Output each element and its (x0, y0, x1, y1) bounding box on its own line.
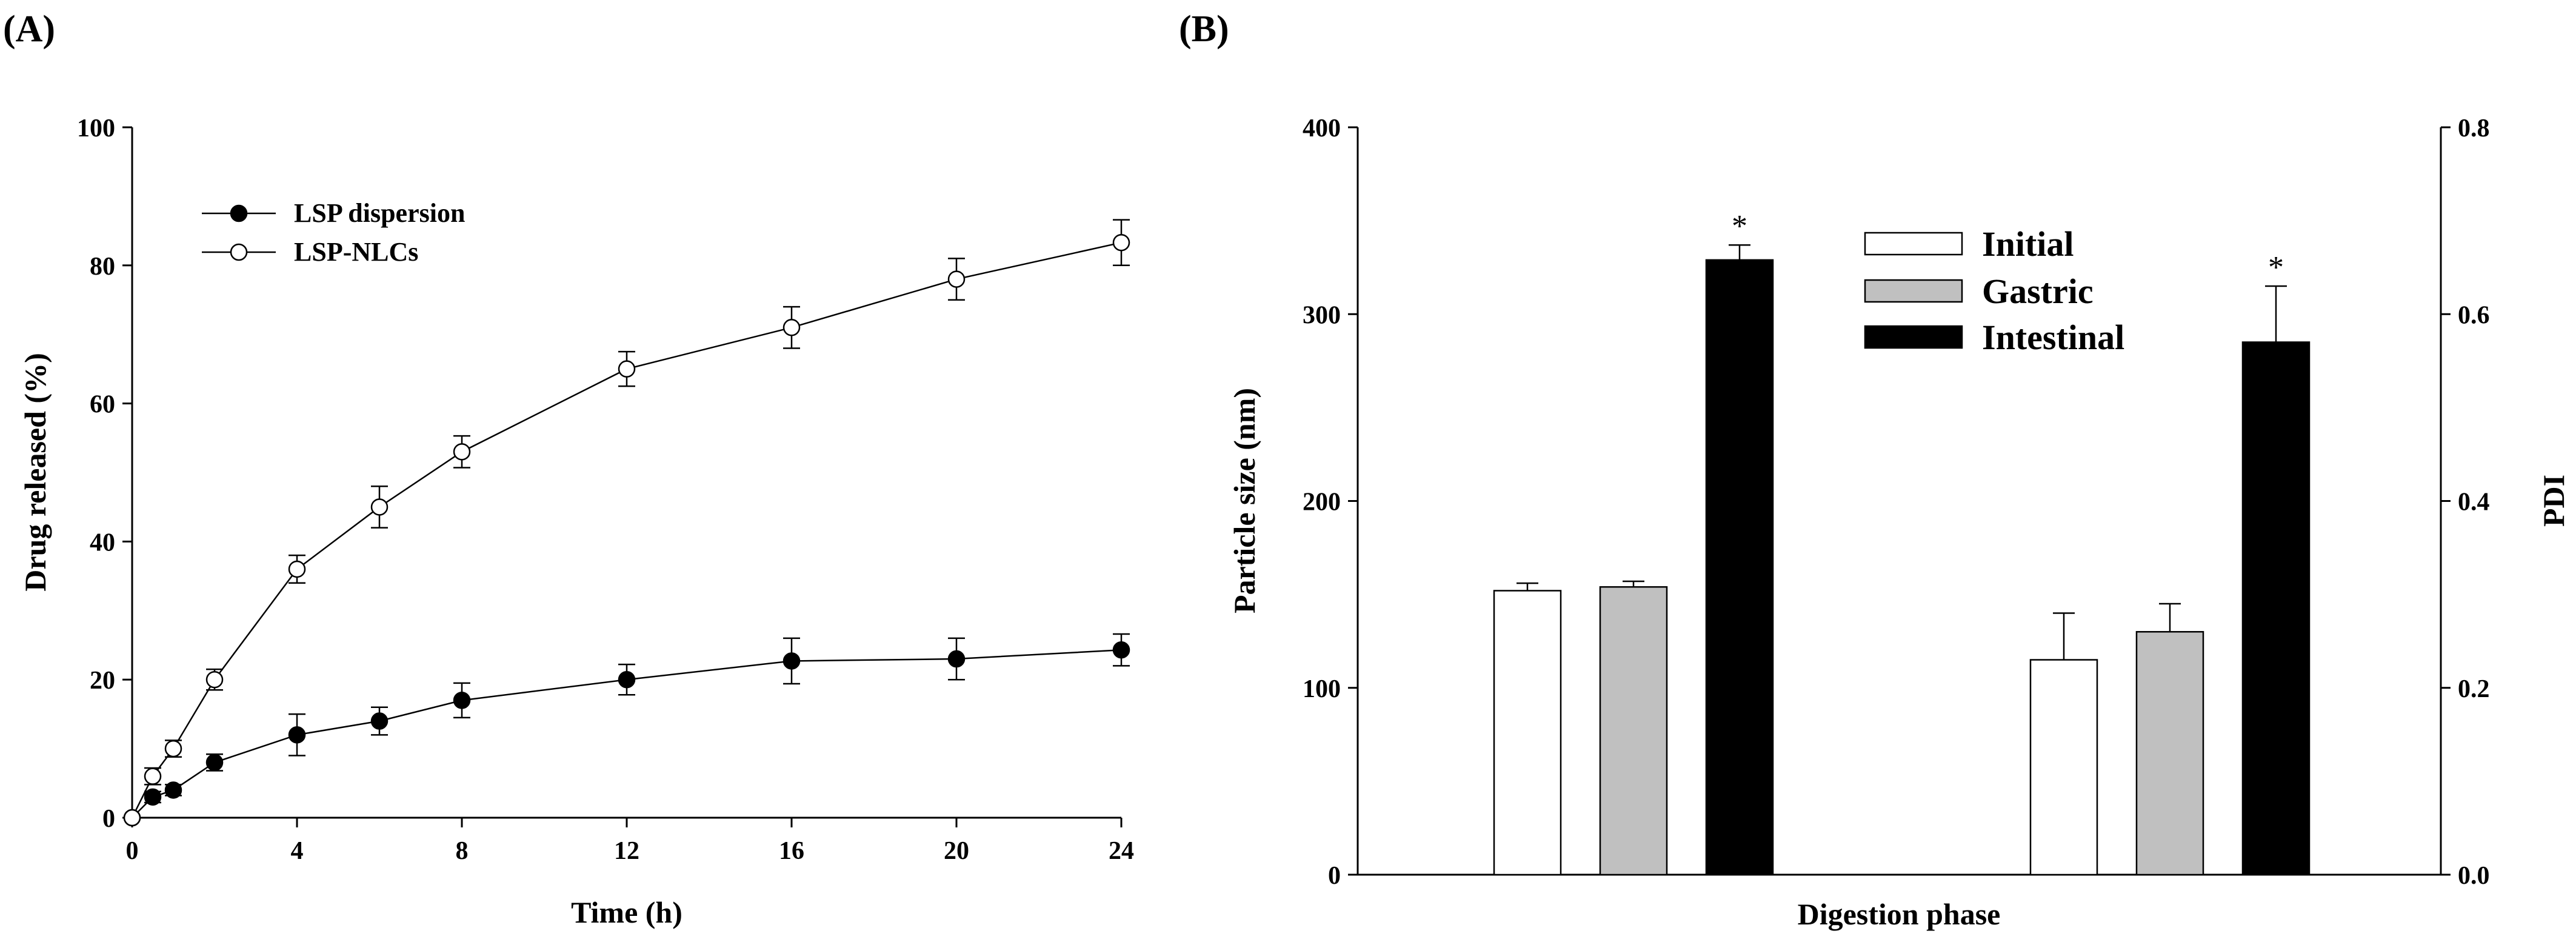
data-point-lsp-nlcs (164, 740, 182, 758)
data-point-lsp-nlcs (144, 767, 162, 785)
legend-label-lsp-nlcs: LSP-NLCs (294, 237, 418, 267)
panel-a-line-chart: (A) 0 20 40 60 80 100 0 4 8 12 16 20 24 Time (h) Dr… (3, 8, 1134, 929)
panel-b-bars: ** (1493, 209, 2311, 876)
data-point-lsp-nlcs (288, 560, 306, 578)
right-tick-label: 0.0 (2458, 862, 2490, 890)
panel-b-left-axis-title: Particle size (nm) (1227, 388, 1261, 613)
x-tick-label: 4 (291, 837, 304, 865)
data-point-lsp-dispersion (144, 788, 162, 806)
panel-a-series (123, 219, 1130, 827)
data-point-lsp-dispersion (1112, 641, 1130, 659)
x-tick-label: 0 (126, 837, 139, 865)
data-point-lsp-dispersion (205, 753, 224, 772)
data-point-lsp-nlcs (1112, 233, 1130, 252)
x-tick-label: 8 (456, 837, 469, 865)
legend-swatch-gastric (1864, 279, 1963, 303)
bar-intestinal (1705, 259, 1774, 876)
data-point-lsp-dispersion (782, 652, 801, 670)
data-point-lsp-dispersion (370, 712, 389, 730)
x-tick-label: 24 (1109, 837, 1134, 865)
panel-b-bar-chart: (B) 0 100 200 300 400 0.0 0.2 0.4 0.6 0.8 Digest… (1179, 8, 2571, 931)
data-point-lsp-nlcs (453, 443, 471, 461)
panel-b-left-ticks: 0 100 200 300 400 (1303, 115, 1358, 890)
data-point-lsp-nlcs (123, 809, 141, 827)
data-point-lsp-dispersion (288, 726, 306, 744)
left-tick-label: 400 (1303, 115, 1341, 142)
panel-b-legend: Initial Gastric Intestinal (1864, 224, 2124, 357)
legend-label-intestinal: Intestinal (1982, 318, 2124, 357)
panel-a-x-axis-title: Time (h) (571, 895, 682, 929)
left-tick-label: 200 (1303, 489, 1341, 516)
y-tick-label: 20 (90, 667, 115, 695)
significance-marker: * (2268, 250, 2284, 285)
y-tick-label: 60 (90, 391, 115, 419)
legend-swatch-initial (1864, 232, 1963, 256)
x-tick-label: 12 (614, 837, 639, 865)
significance-marker: * (1732, 209, 1747, 244)
panel-a-y-ticks: 0 20 40 60 80 100 (77, 115, 132, 833)
panel-a-legend: LSP dispersion LSP-NLCs (202, 198, 465, 267)
bar-gastric (2135, 631, 2204, 876)
x-tick-label: 20 (944, 837, 969, 865)
data-point-lsp-nlcs (370, 498, 389, 516)
bar-initial (2029, 659, 2098, 876)
y-tick-label: 40 (90, 529, 115, 556)
data-point-lsp-dispersion (947, 650, 966, 668)
y-tick-label: 0 (102, 805, 115, 833)
series-line-lsp-nlcs (131, 241, 1122, 818)
data-point-lsp-dispersion (618, 670, 636, 689)
left-tick-label: 100 (1303, 675, 1341, 703)
data-point-lsp-nlcs (947, 270, 966, 288)
data-point-lsp-nlcs (782, 319, 801, 336)
panel-b-right-axis-title: PDI (2537, 475, 2571, 527)
panel-b-right-ticks: 0.0 0.2 0.4 0.6 0.8 (2441, 115, 2490, 890)
left-tick-label: 0 (1328, 862, 1341, 890)
legend-swatch-intestinal (1864, 325, 1963, 349)
x-tick-label: 16 (779, 837, 804, 865)
right-tick-label: 0.8 (2458, 115, 2490, 142)
y-tick-label: 100 (77, 115, 115, 142)
left-tick-label: 300 (1303, 301, 1341, 329)
data-point-lsp-nlcs (618, 360, 636, 378)
panel-a-x-ticks: 0 4 8 12 16 20 24 (126, 818, 1134, 865)
data-point-lsp-dispersion (453, 692, 471, 709)
data-point-lsp-nlcs (205, 670, 224, 689)
right-tick-label: 0.2 (2458, 675, 2490, 703)
y-tick-label: 80 (90, 253, 115, 281)
legend-marker-lsp-nlcs (230, 243, 248, 261)
legend-label-lsp-dispersion: LSP dispersion (294, 198, 465, 228)
data-point-lsp-dispersion (164, 781, 182, 799)
right-tick-label: 0.4 (2458, 489, 2490, 516)
right-tick-label: 0.6 (2458, 301, 2490, 329)
bar-initial (1493, 590, 1562, 876)
panel-b-x-axis-title: Digestion phase (1798, 897, 2001, 931)
panel-a-label: (A) (3, 8, 55, 50)
legend-label-initial: Initial (1982, 224, 2074, 264)
legend-marker-lsp-dispersion (230, 204, 248, 222)
panel-a-y-axis-title: Drug released (%) (18, 353, 52, 591)
bar-gastric (1599, 586, 1668, 876)
bar-intestinal (2241, 341, 2311, 876)
legend-label-gastric: Gastric (1982, 272, 2094, 311)
panel-b-label: (B) (1179, 8, 1229, 50)
